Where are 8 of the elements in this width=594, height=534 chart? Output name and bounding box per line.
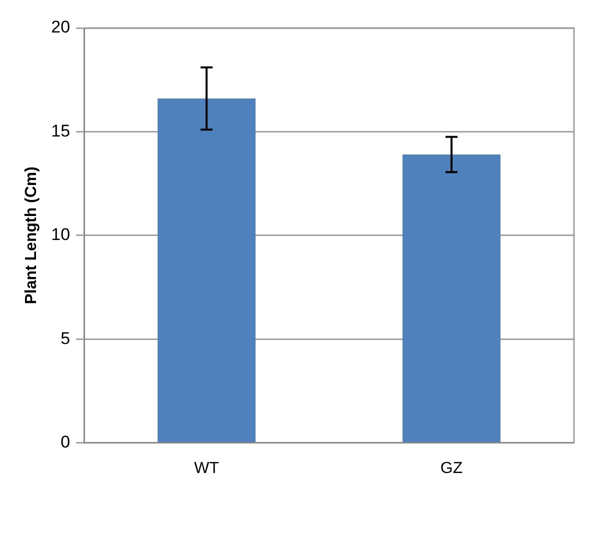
y-tick-label: 10: [51, 225, 70, 244]
x-tick-label: WT: [194, 460, 220, 477]
y-axis-title: Plant Length (Cm): [23, 166, 40, 304]
y-tick-label: 20: [51, 18, 70, 37]
y-tick-label: 0: [60, 432, 70, 452]
x-tick-label: GZ: [440, 460, 463, 477]
y-tick-label: 5: [60, 328, 70, 348]
y-tick-label: 15: [51, 121, 70, 140]
